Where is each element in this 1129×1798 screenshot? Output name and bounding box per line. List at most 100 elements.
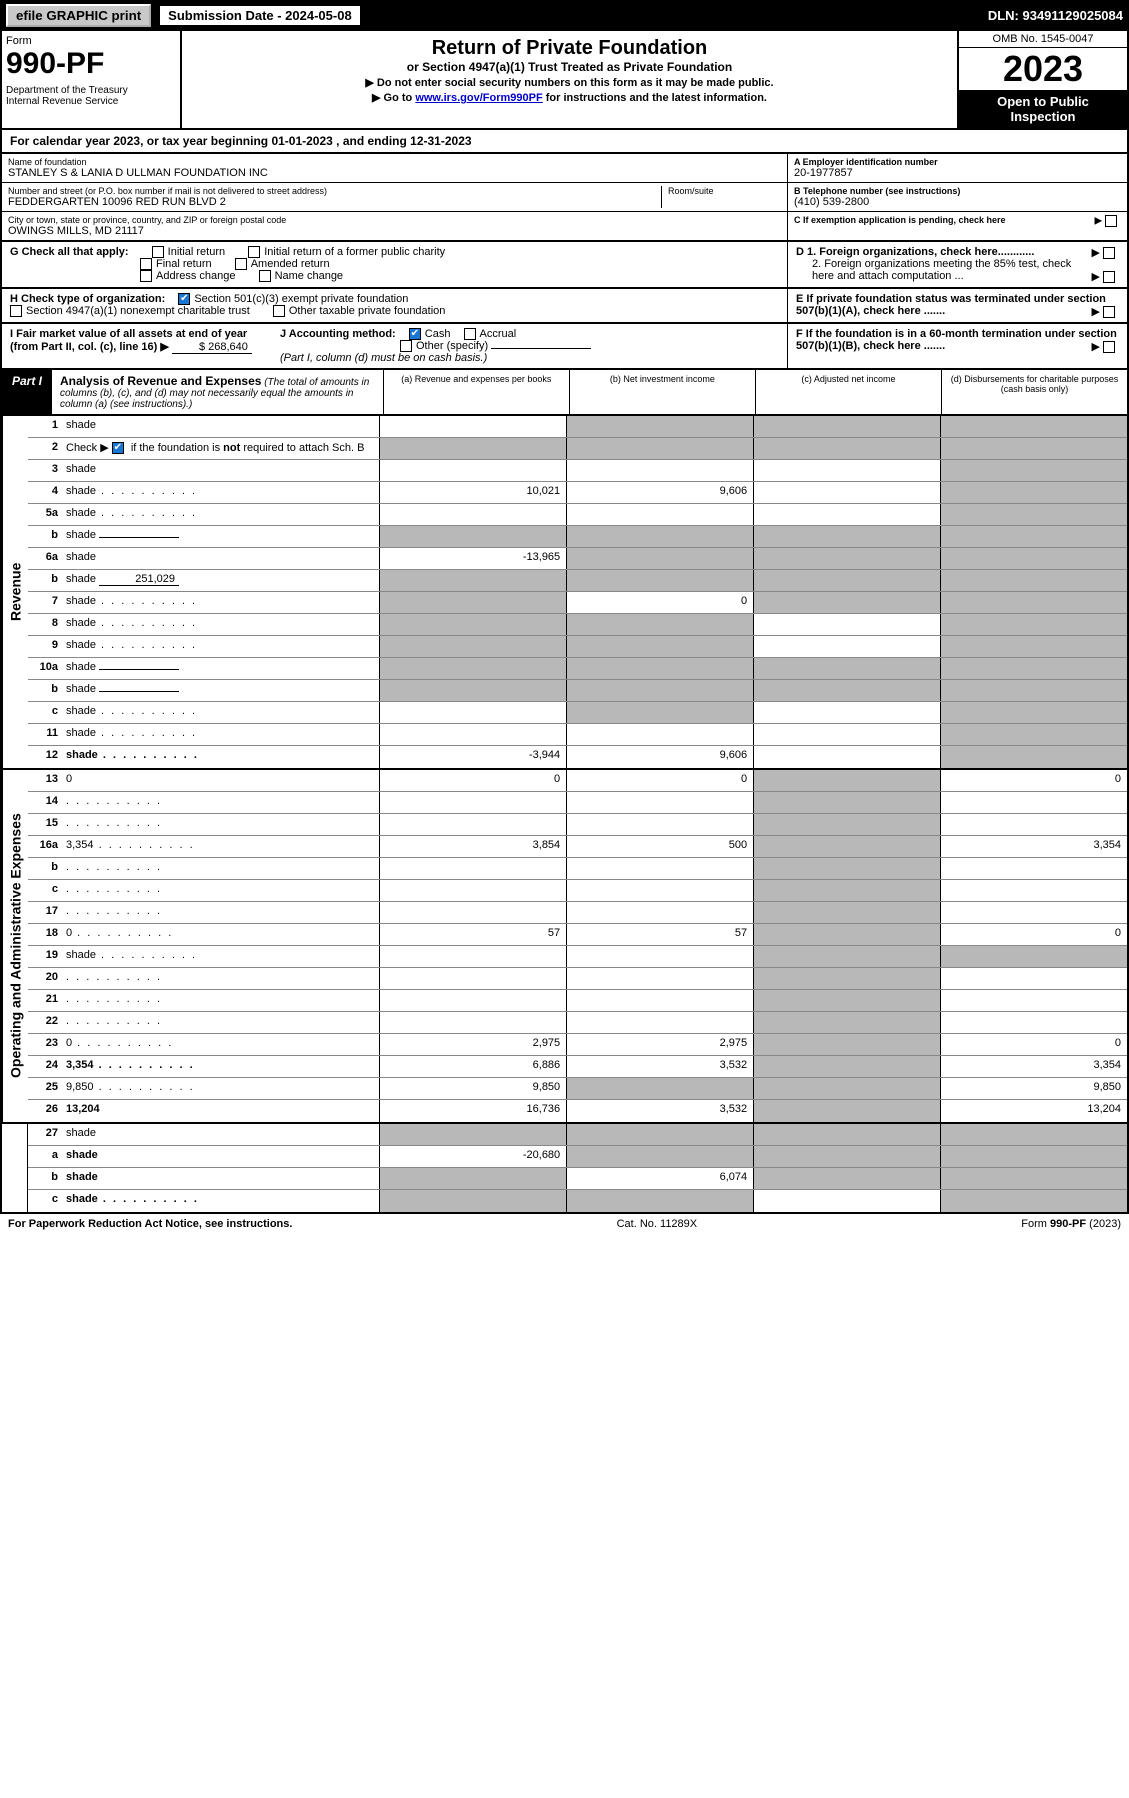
other-method-checkbox[interactable] — [400, 340, 412, 352]
cell-b — [566, 902, 753, 923]
cell-d — [940, 724, 1127, 745]
fmv-value: $ 268,640 — [172, 341, 252, 354]
c-checkbox[interactable] — [1105, 215, 1117, 227]
cell-d: 0 — [940, 924, 1127, 945]
cell-d: 3,354 — [940, 1056, 1127, 1077]
final-return-checkbox[interactable] — [140, 258, 152, 270]
form-note-1: ▶ Do not enter social security numbers o… — [188, 76, 951, 89]
cell-d — [940, 902, 1127, 923]
row-description: shade — [62, 658, 379, 679]
cell-a — [379, 614, 566, 635]
cell-c — [753, 946, 940, 967]
table-row: cshade — [28, 1190, 1127, 1212]
part-1-label: Part I — [2, 370, 52, 414]
row-number: 16a — [28, 836, 62, 857]
4947-checkbox[interactable] — [10, 305, 22, 317]
table-row: 2302,9752,9750 — [28, 1034, 1127, 1056]
cell-a — [379, 504, 566, 525]
row-description: 0 — [62, 924, 379, 945]
amended-return-checkbox[interactable] — [235, 258, 247, 270]
other-taxable-checkbox[interactable] — [273, 305, 285, 317]
cell-c — [753, 592, 940, 613]
form-code: 990-PF — [6, 47, 104, 80]
row-description: shade — [62, 680, 379, 701]
cell-a: 16,736 — [379, 1100, 566, 1122]
row-description: shade — [62, 416, 379, 437]
d2-checkbox[interactable] — [1103, 271, 1115, 283]
cell-c — [753, 680, 940, 701]
cell-a — [379, 1168, 566, 1189]
row-number: 9 — [28, 636, 62, 657]
row-description: shade — [62, 504, 379, 525]
cell-d — [940, 548, 1127, 569]
cell-c — [753, 1078, 940, 1099]
form-subtitle: or Section 4947(a)(1) Trust Treated as P… — [188, 60, 951, 74]
cell-d: 3,354 — [940, 836, 1127, 857]
row-number: 14 — [28, 792, 62, 813]
instructions-link[interactable]: www.irs.gov/Form990PF — [415, 92, 542, 104]
section-h-e: H Check type of organization: Section 50… — [0, 289, 1129, 324]
part-1-header: Part I Analysis of Revenue and Expenses … — [0, 370, 1129, 416]
cell-d — [940, 858, 1127, 879]
cell-a — [379, 570, 566, 591]
cell-a: 3,854 — [379, 836, 566, 857]
cell-c — [753, 416, 940, 437]
cell-a — [379, 526, 566, 547]
cell-d — [940, 746, 1127, 768]
section-i-j-f: I Fair market value of all assets at end… — [0, 324, 1129, 370]
cell-d — [940, 814, 1127, 835]
cell-c — [753, 1168, 940, 1189]
row-number: 1 — [28, 416, 62, 437]
row-description — [62, 990, 379, 1011]
row-number: 18 — [28, 924, 62, 945]
initial-public-checkbox[interactable] — [248, 246, 260, 258]
table-row: 20 — [28, 968, 1127, 990]
row-description: 0 — [62, 770, 379, 791]
table-row: bshade 251,029 — [28, 570, 1127, 592]
d1-checkbox[interactable] — [1103, 247, 1115, 259]
cell-b — [566, 968, 753, 989]
form-header: Form 990-PF Department of the Treasury I… — [0, 31, 1129, 130]
row-description: 3,354 — [62, 1056, 379, 1077]
table-row: 8shade — [28, 614, 1127, 636]
e-checkbox[interactable] — [1103, 306, 1115, 318]
cell-a — [379, 990, 566, 1011]
cell-a: -20,680 — [379, 1146, 566, 1167]
row-number: c — [28, 880, 62, 901]
accrual-checkbox[interactable] — [464, 328, 476, 340]
cell-a — [379, 792, 566, 813]
cell-c — [753, 902, 940, 923]
address-change-checkbox[interactable] — [140, 270, 152, 282]
cell-b — [566, 504, 753, 525]
cell-c — [753, 1146, 940, 1167]
cell-a: 6,886 — [379, 1056, 566, 1077]
dln-number: DLN: 93491129025084 — [988, 8, 1123, 23]
cell-b — [566, 1190, 753, 1212]
sch-b-checkbox[interactable] — [112, 442, 124, 454]
501c3-checkbox[interactable] — [178, 293, 190, 305]
efile-print-button[interactable]: efile GRAPHIC print — [6, 4, 151, 27]
table-row: 4shade10,0219,606 — [28, 482, 1127, 504]
table-row: 18057570 — [28, 924, 1127, 946]
cell-a — [379, 858, 566, 879]
cell-a — [379, 724, 566, 745]
cell-c — [753, 1124, 940, 1145]
cell-d — [940, 946, 1127, 967]
row-description: shade 251,029 — [62, 570, 379, 591]
tax-year: 2023 — [959, 48, 1127, 90]
initial-return-checkbox[interactable] — [152, 246, 164, 258]
cash-checkbox[interactable] — [409, 328, 421, 340]
row-number: b — [28, 1168, 62, 1189]
table-row: ashade-20,680 — [28, 1146, 1127, 1168]
row-number: 23 — [28, 1034, 62, 1055]
f-checkbox[interactable] — [1103, 341, 1115, 353]
row-number: 22 — [28, 1012, 62, 1033]
name-change-checkbox[interactable] — [259, 270, 271, 282]
row-description — [62, 1012, 379, 1033]
cell-b — [566, 880, 753, 901]
cell-c — [753, 482, 940, 503]
form-word: Form — [6, 35, 32, 47]
cell-a: 10,021 — [379, 482, 566, 503]
row-number: 24 — [28, 1056, 62, 1077]
cell-c — [753, 836, 940, 857]
